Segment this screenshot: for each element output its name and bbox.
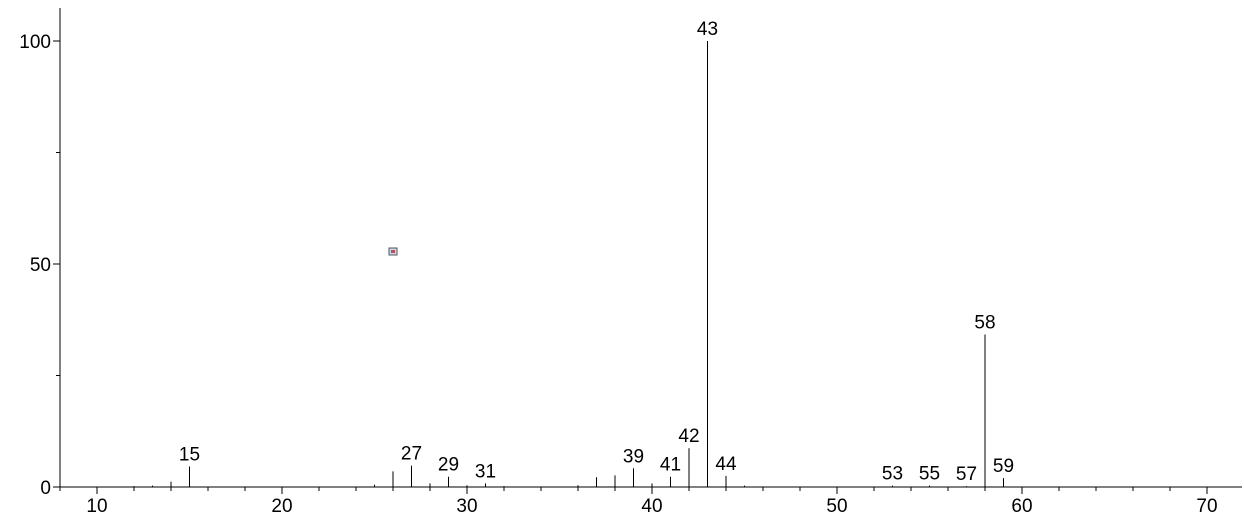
peak-label: 44 [715, 454, 737, 475]
x-tick-label: 30 [456, 496, 477, 517]
x-tick-label: 60 [1011, 496, 1032, 517]
peak-label: 31 [475, 461, 496, 482]
peak-label: 53 [882, 464, 903, 485]
spectrum-bars [133, 41, 1004, 487]
x-tick-label: 50 [826, 496, 847, 517]
y-tick-label: 0 [40, 478, 51, 499]
peak-label: 59 [993, 456, 1014, 477]
peak-label: 29 [438, 455, 459, 476]
y-tick-label: 50 [30, 255, 51, 276]
x-tick-label: 20 [271, 496, 292, 517]
peak-label: 15 [179, 444, 200, 465]
x-tick-label: 10 [86, 496, 107, 517]
x-tick-label: 70 [1196, 496, 1217, 517]
x-tick-label: 40 [641, 496, 662, 517]
peak-label: 58 [974, 312, 995, 333]
peak-label: 42 [678, 426, 699, 447]
peak-label: 55 [919, 464, 940, 485]
peak-label: 41 [660, 455, 681, 476]
marker-icon [388, 247, 398, 256]
y-tick-label: 100 [19, 32, 51, 53]
peak-label: 39 [623, 446, 644, 467]
peak-label: 43 [697, 19, 718, 40]
peak-labels: 15 27 29 31 39 41 42 43 44 53 55 57 58 59 [179, 19, 1014, 485]
axes: 10 20 30 40 50 60 70 0 50 100 [19, 8, 1242, 517]
peak-label: 57 [956, 464, 977, 485]
peak-label: 27 [401, 444, 422, 465]
